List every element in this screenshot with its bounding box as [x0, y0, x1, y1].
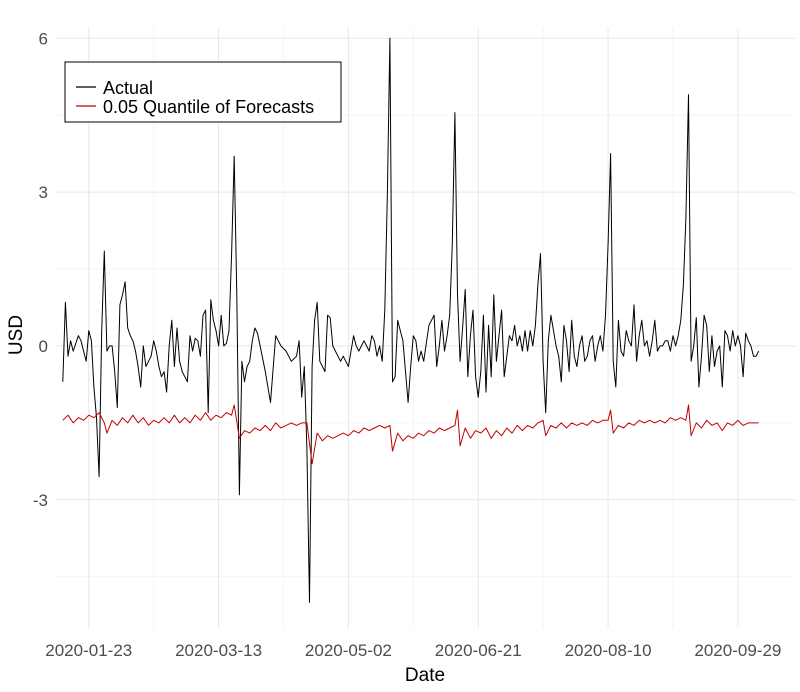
- series-layer: [62, 37, 760, 603]
- legend-box: [64, 61, 342, 123]
- x-tick-label: 2020-05-02: [305, 641, 392, 660]
- y-tick-label: -3: [33, 491, 48, 510]
- x-axis-title: Date: [405, 665, 445, 686]
- x-axis-tick-labels: 2020-01-23 2020-03-13 2020-05-02 2020-06-21…: [45, 641, 781, 660]
- x-tick-label: 2020-08-10: [565, 641, 652, 660]
- y-tick-label: 6: [39, 29, 48, 48]
- legend-label-actual: Actual: [103, 78, 153, 98]
- legend: Actual 0.05 Quantile of Forecasts: [64, 61, 342, 123]
- y-tick-label: 3: [39, 183, 48, 202]
- series-line-actual: [62, 37, 760, 603]
- series-line-quantile: [62, 404, 759, 465]
- x-tick-label: 2020-09-29: [694, 641, 781, 660]
- y-axis-title: USD: [6, 315, 27, 355]
- x-tick-label: 2020-03-13: [175, 641, 262, 660]
- x-tick-label: 2020-01-23: [45, 641, 132, 660]
- x-tick-label: 2020-06-21: [435, 641, 522, 660]
- y-axis-tick-labels: -3 0 3 6: [33, 29, 48, 510]
- legend-label-quantile: 0.05 Quantile of Forecasts: [103, 97, 314, 117]
- y-tick-label: 0: [39, 337, 48, 356]
